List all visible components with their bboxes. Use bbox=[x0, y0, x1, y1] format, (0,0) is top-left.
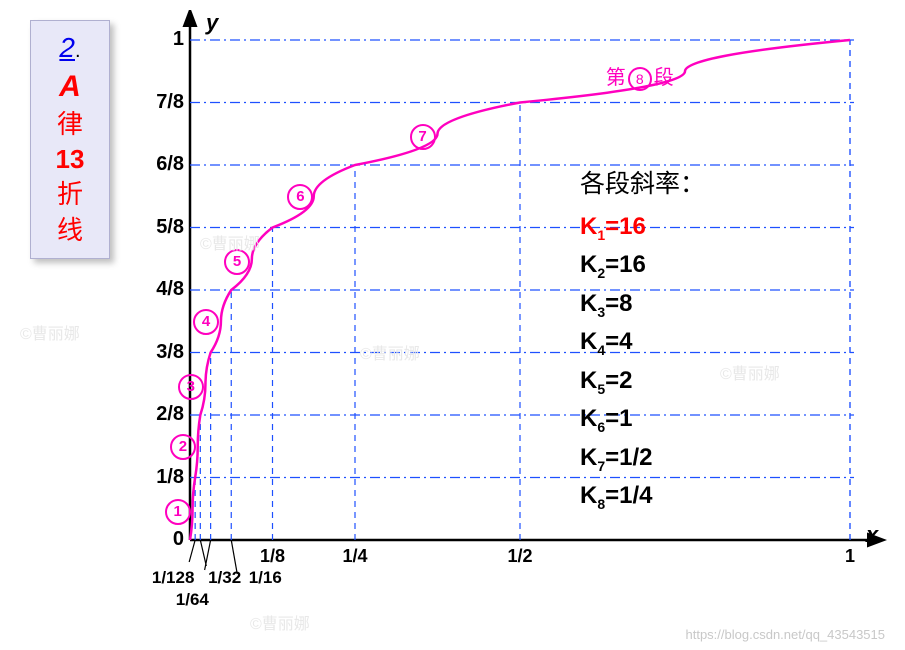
y-tick-label: 2/8 bbox=[140, 403, 184, 426]
segment-marker: 2 bbox=[170, 434, 196, 460]
x-tick-label: 1 bbox=[845, 546, 855, 567]
slope-item: K6=1 bbox=[580, 400, 705, 438]
segment-8-label: 第8段 bbox=[606, 61, 674, 91]
slope-item: K5=2 bbox=[580, 362, 705, 400]
segment-marker: 4 bbox=[193, 309, 219, 335]
title-A: A bbox=[35, 67, 105, 108]
y-tick-label: 4/8 bbox=[140, 278, 184, 301]
slope-item: K2=16 bbox=[580, 246, 705, 284]
x-tick-label-small: 1/128 bbox=[152, 568, 195, 588]
x-tick-label-small: 1/32 bbox=[208, 568, 241, 588]
x-tick-label: 1/8 bbox=[260, 546, 285, 567]
title-line: 线 bbox=[35, 213, 105, 248]
title-law: 律 bbox=[35, 107, 105, 142]
source-link: https://blog.csdn.net/qq_43543515 bbox=[686, 627, 886, 642]
slope-item: K4=4 bbox=[580, 323, 705, 361]
y-tick-label: 1 bbox=[140, 28, 184, 51]
x-axis-label: x bbox=[866, 522, 878, 548]
slope-item: K7=1/2 bbox=[580, 439, 705, 477]
segment-marker: 3 bbox=[178, 374, 204, 400]
segment-marker: 7 bbox=[410, 124, 436, 150]
y-tick-label: 3/8 bbox=[140, 341, 184, 364]
title-fold: 折 bbox=[35, 177, 105, 212]
title-dot: . bbox=[75, 40, 81, 62]
y-axis-label: y bbox=[206, 10, 218, 36]
chart-svg bbox=[120, 10, 890, 630]
slope-panel: 各段斜率： K1=16K2=16K3=8K4=4K5=2K6=1K7=1/2K8… bbox=[580, 165, 705, 516]
x-tick-label-small: 1/16 bbox=[249, 568, 282, 588]
y-tick-label: 7/8 bbox=[140, 91, 184, 114]
x-tick-label: 1/2 bbox=[507, 546, 532, 567]
chart-area: y x 0 1/8 2/8 3/8 4/8 5/8 6/8 7/8 1 1/8 1/4 1/2 1 1/… bbox=[120, 10, 890, 630]
slope-list: K1=16K2=16K3=8K4=4K5=2K6=1K7=1/2K8=1/4 bbox=[580, 208, 705, 516]
title-number: 2 bbox=[59, 32, 75, 63]
title-box: 2. A 律 13 折 线 bbox=[30, 20, 110, 259]
slope-item: K8=1/4 bbox=[580, 477, 705, 515]
y-tick-label: 1/8 bbox=[140, 466, 184, 489]
slope-item: K3=8 bbox=[580, 285, 705, 323]
slope-title: 各段斜率： bbox=[580, 165, 705, 204]
segment-marker: 1 bbox=[165, 499, 191, 525]
slope-item: K1=16 bbox=[580, 208, 705, 246]
x-tick-label: 1/4 bbox=[342, 546, 367, 567]
title-13: 13 bbox=[35, 142, 105, 177]
x-tick-label-small: 1/64 bbox=[176, 590, 209, 610]
y-tick-label: 6/8 bbox=[140, 153, 184, 176]
y-tick-label: 5/8 bbox=[140, 216, 184, 239]
watermark: ©曹丽娜 bbox=[20, 320, 80, 344]
y-tick-label: 0 bbox=[140, 528, 184, 551]
segment-marker: 5 bbox=[224, 249, 250, 275]
